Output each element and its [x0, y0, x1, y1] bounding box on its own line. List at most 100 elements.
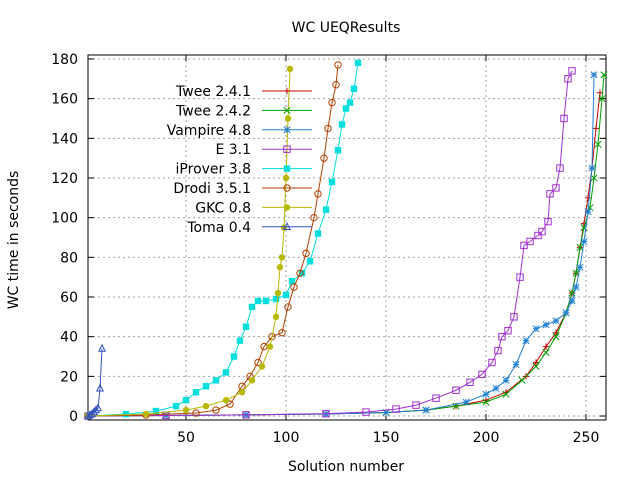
- data-point: [93, 403, 103, 412]
- data-point: [590, 71, 598, 79]
- data-point: [560, 114, 568, 123]
- data-point: [242, 323, 250, 330]
- data-point: [478, 370, 486, 379]
- legend-label: E 3.1: [215, 142, 251, 158]
- data-point: [284, 303, 292, 311]
- data-point: [422, 406, 430, 414]
- x-tick-label: 200: [473, 430, 500, 446]
- data-point: [598, 95, 606, 103]
- data-point: [568, 297, 576, 305]
- data-point: [274, 289, 282, 297]
- data-point: [552, 184, 560, 192]
- y-tick-label: 60: [60, 290, 78, 306]
- x-tick-label: 250: [573, 430, 600, 446]
- data-point: [562, 309, 570, 317]
- data-point: [283, 204, 291, 211]
- legend-label: iProver 3.8: [176, 162, 251, 178]
- data-point: [254, 297, 262, 305]
- data-point: [248, 303, 256, 311]
- data-point: [282, 291, 290, 299]
- data-point: [236, 337, 244, 344]
- data-point: [122, 410, 130, 418]
- data-point: [538, 227, 546, 236]
- data-point: [296, 269, 304, 277]
- data-point: [482, 390, 490, 398]
- data-point: [432, 394, 440, 402]
- data-point: [342, 105, 350, 112]
- axis-ticks: 0 20 40 60 80 100 120 140 160 180 50 100 150 200 250: [51, 52, 606, 446]
- y-tick-label: 160: [51, 92, 78, 108]
- data-point: [328, 98, 336, 107]
- data-point: [572, 283, 580, 291]
- y-tick-label: 40: [60, 330, 78, 346]
- data-point: [412, 401, 420, 409]
- data-point: [278, 329, 286, 337]
- data-point: [516, 273, 524, 281]
- data-point: [290, 283, 298, 291]
- data-point: [288, 277, 296, 285]
- data-point: [600, 71, 608, 79]
- data-point: [592, 125, 600, 132]
- y-tick-label: 0: [69, 409, 78, 425]
- data-point: [324, 124, 332, 133]
- series-drodi-3-5-1: [84, 61, 342, 420]
- series-twee-2-4-2: [84, 71, 608, 420]
- data-series: [83, 59, 608, 420]
- data-point: [242, 411, 250, 419]
- series-twee-2-4-1: [84, 89, 604, 420]
- grid-lines: [88, 55, 606, 420]
- data-point: [254, 358, 262, 367]
- series-line: [87, 70, 573, 417]
- data-point: [282, 221, 292, 230]
- data-point: [192, 409, 200, 417]
- y-tick-label: 20: [60, 369, 78, 385]
- data-point: [91, 405, 101, 414]
- data-point: [542, 349, 550, 357]
- series-iprover-3-8: [84, 59, 362, 420]
- data-point: [466, 378, 474, 387]
- data-point: [334, 61, 342, 69]
- data-point: [283, 126, 291, 134]
- data-point: [552, 317, 560, 325]
- series-e-3-1: [84, 67, 576, 420]
- data-point: [580, 237, 588, 246]
- legend-label: Drodi 3.5.1: [173, 181, 251, 197]
- legend-label: Twee 2.4.2: [175, 103, 251, 119]
- data-point: [276, 264, 284, 271]
- data-point: [392, 405, 400, 413]
- data-point: [350, 85, 358, 92]
- data-point: [248, 377, 256, 384]
- data-point: [584, 194, 592, 202]
- data-point: [272, 313, 280, 321]
- data-point: [498, 332, 506, 341]
- data-point: [594, 140, 602, 148]
- data-point: [590, 174, 598, 182]
- data-point: [522, 337, 530, 345]
- data-point: [87, 409, 97, 418]
- data-point: [542, 321, 550, 329]
- data-point: [354, 59, 362, 67]
- data-point: [346, 99, 354, 106]
- data-point: [502, 376, 510, 384]
- data-point: [230, 353, 238, 360]
- series-toma-0-4: [83, 343, 107, 420]
- data-point: [526, 237, 534, 246]
- data-point: [262, 297, 270, 305]
- data-point: [576, 263, 584, 271]
- series-line: [87, 68, 291, 417]
- data-point: [504, 327, 512, 335]
- data-point: [322, 206, 330, 213]
- data-point: [322, 409, 330, 418]
- legend-label: Toma 0.4: [186, 220, 251, 236]
- data-point: [452, 386, 460, 394]
- data-point: [314, 190, 322, 198]
- x-tick-label: 50: [177, 430, 195, 446]
- data-point: [284, 115, 292, 122]
- y-axis-label: WC time in seconds: [6, 171, 22, 310]
- data-point: [544, 217, 552, 226]
- data-point: [584, 208, 592, 216]
- data-point: [283, 145, 291, 153]
- data-point: [362, 408, 370, 416]
- legend: Twee 2.4.1 Twee 2.4.2 Vampire 4.8 E 3.1 iPro…: [167, 84, 312, 236]
- chart-title: WC UEQResults: [292, 20, 401, 36]
